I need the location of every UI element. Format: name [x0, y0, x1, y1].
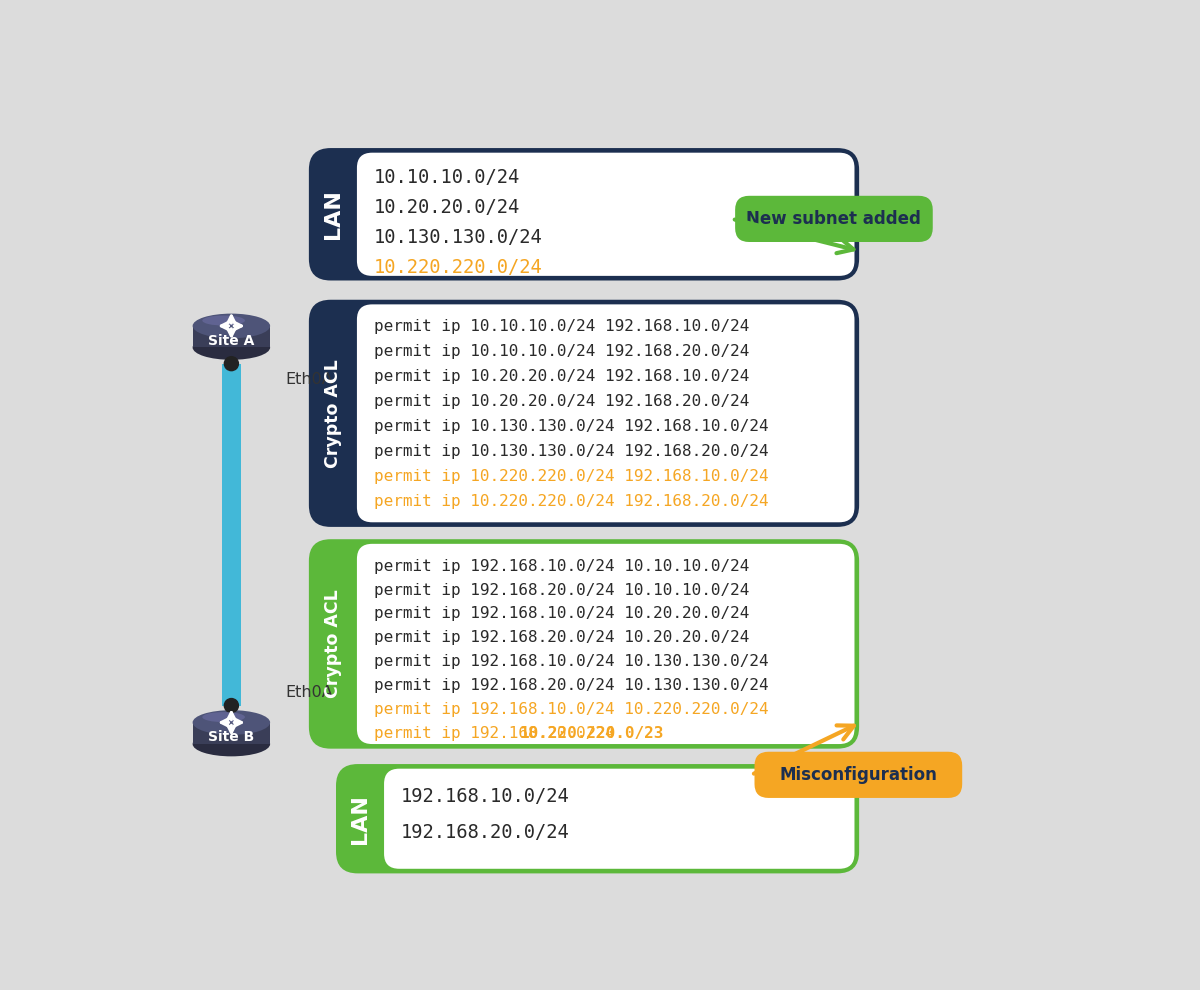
Text: permit ip 192.168.10.0/24 10.10.10.0/24: permit ip 192.168.10.0/24 10.10.10.0/24: [374, 558, 749, 573]
Text: permit ip 10.20.20.0/24 192.168.20.0/24: permit ip 10.20.20.0/24 192.168.20.0/24: [374, 394, 749, 409]
Ellipse shape: [193, 710, 270, 735]
Circle shape: [223, 356, 239, 371]
Text: permit ip 192.168.10.0/24 10.130.130.0/24: permit ip 192.168.10.0/24 10.130.130.0/2…: [374, 654, 768, 669]
Text: New subnet added: New subnet added: [746, 210, 922, 228]
Text: permit ip 192.168.20.0/24 10.130.130.0/24: permit ip 192.168.20.0/24 10.130.130.0/2…: [374, 678, 768, 693]
Text: permit ip 10.10.10.0/24 192.168.20.0/24: permit ip 10.10.10.0/24 192.168.20.0/24: [374, 345, 749, 359]
FancyBboxPatch shape: [336, 764, 859, 873]
Text: permit ip 192.168.10.0/24 10.220.220.0/24: permit ip 192.168.10.0/24 10.220.220.0/2…: [374, 702, 768, 717]
Text: permit ip 192.168.20.0/24 10.20.20.0/24: permit ip 192.168.20.0/24 10.20.20.0/24: [374, 631, 749, 645]
Ellipse shape: [193, 314, 270, 339]
Text: Site B: Site B: [209, 730, 254, 744]
Text: 10.220.220.0/23: 10.220.220.0/23: [520, 726, 664, 741]
FancyBboxPatch shape: [356, 544, 854, 744]
Text: 192.168.20.0/24: 192.168.20.0/24: [401, 823, 570, 842]
FancyBboxPatch shape: [755, 751, 962, 798]
Ellipse shape: [193, 336, 270, 359]
Text: 10.220.220.0/24: 10.220.220.0/24: [374, 258, 542, 277]
Text: 10.20.20.0/24: 10.20.20.0/24: [374, 198, 521, 217]
Text: LAN: LAN: [350, 794, 370, 843]
FancyBboxPatch shape: [356, 304, 854, 523]
Text: 192.168.10.0/24: 192.168.10.0/24: [401, 787, 570, 806]
Text: permit ip 10.220.220.0/24 192.168.20.0/24: permit ip 10.220.220.0/24 192.168.20.0/2…: [374, 494, 768, 510]
Bar: [193, 326, 270, 347]
Bar: [222, 363, 241, 706]
Text: permit ip 192.168.20.0/24 10.10.10.0/24: permit ip 192.168.20.0/24 10.10.10.0/24: [374, 582, 749, 598]
Text: permit ip 192.168.10.0/24 10.20.20.0/24: permit ip 192.168.10.0/24 10.20.20.0/24: [374, 607, 749, 622]
Text: permit ip 10.10.10.0/24 192.168.10.0/24: permit ip 10.10.10.0/24 192.168.10.0/24: [374, 319, 749, 335]
Text: Misconfiguration: Misconfiguration: [780, 766, 937, 784]
Text: Crypto ACL: Crypto ACL: [324, 359, 342, 467]
Text: permit ip 10.220.220.0/24 192.168.10.0/24: permit ip 10.220.220.0/24 192.168.10.0/2…: [374, 469, 768, 484]
Circle shape: [223, 698, 239, 713]
FancyBboxPatch shape: [356, 152, 854, 276]
FancyBboxPatch shape: [308, 300, 859, 527]
FancyBboxPatch shape: [384, 768, 854, 869]
Ellipse shape: [203, 316, 245, 326]
FancyBboxPatch shape: [736, 196, 932, 242]
Ellipse shape: [193, 732, 270, 756]
Text: Eth0A: Eth0A: [286, 685, 334, 700]
Text: 10.130.130.0/24: 10.130.130.0/24: [374, 228, 542, 247]
FancyBboxPatch shape: [308, 148, 859, 280]
FancyBboxPatch shape: [308, 540, 859, 748]
Text: permit ip 10.130.130.0/24 192.168.20.0/24: permit ip 10.130.130.0/24 192.168.20.0/2…: [374, 445, 768, 459]
Text: 10.10.10.0/24: 10.10.10.0/24: [374, 168, 521, 187]
Text: permit ip 10.130.130.0/24 192.168.10.0/24: permit ip 10.130.130.0/24 192.168.10.0/2…: [374, 420, 768, 435]
Text: Site A: Site A: [208, 334, 254, 347]
Ellipse shape: [203, 712, 245, 722]
Text: Crypto ACL: Crypto ACL: [324, 590, 342, 698]
Bar: [193, 723, 270, 744]
Text: Eth0A: Eth0A: [286, 371, 334, 386]
Text: LAN: LAN: [323, 189, 343, 240]
Text: permit ip 10.20.20.0/24 192.168.10.0/24: permit ip 10.20.20.0/24 192.168.10.0/24: [374, 369, 749, 384]
Text: permit ip 192.168.20.0/24: permit ip 192.168.20.0/24: [374, 726, 624, 741]
